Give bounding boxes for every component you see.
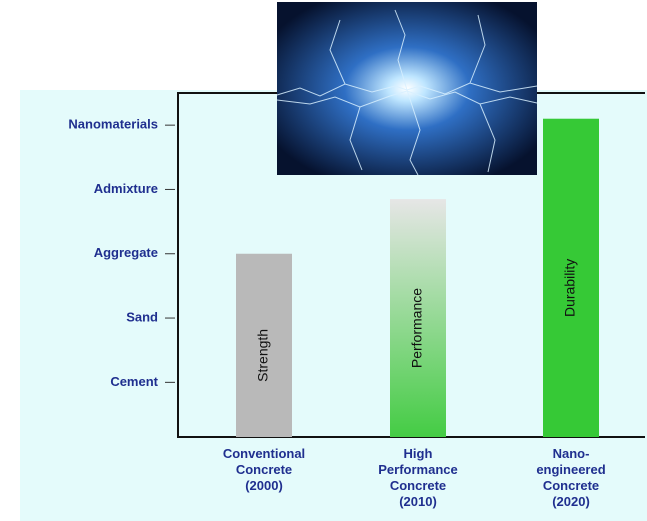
y-tick-label: Sand <box>126 309 158 324</box>
bar <box>543 118 599 437</box>
bar <box>390 199 446 437</box>
bar-label: Strength <box>255 329 271 382</box>
x-tick-label: Conventional Concrete (2000) <box>222 446 306 493</box>
y-tick-label: Aggregate <box>94 245 158 260</box>
x-tick-label: Nano- engineered Concrete (2020) <box>536 446 606 509</box>
y-tick-label: Admixture <box>94 181 158 196</box>
y-tick-label: Nanomaterials <box>68 117 158 132</box>
bar-label: Performance <box>409 288 425 368</box>
lightning-image <box>276 2 538 176</box>
y-tick-label: Cement <box>110 374 158 389</box>
x-tick-label: High Performance Concrete (2010) <box>378 446 458 509</box>
bar-label: Durability <box>562 259 578 317</box>
bar <box>236 253 292 437</box>
